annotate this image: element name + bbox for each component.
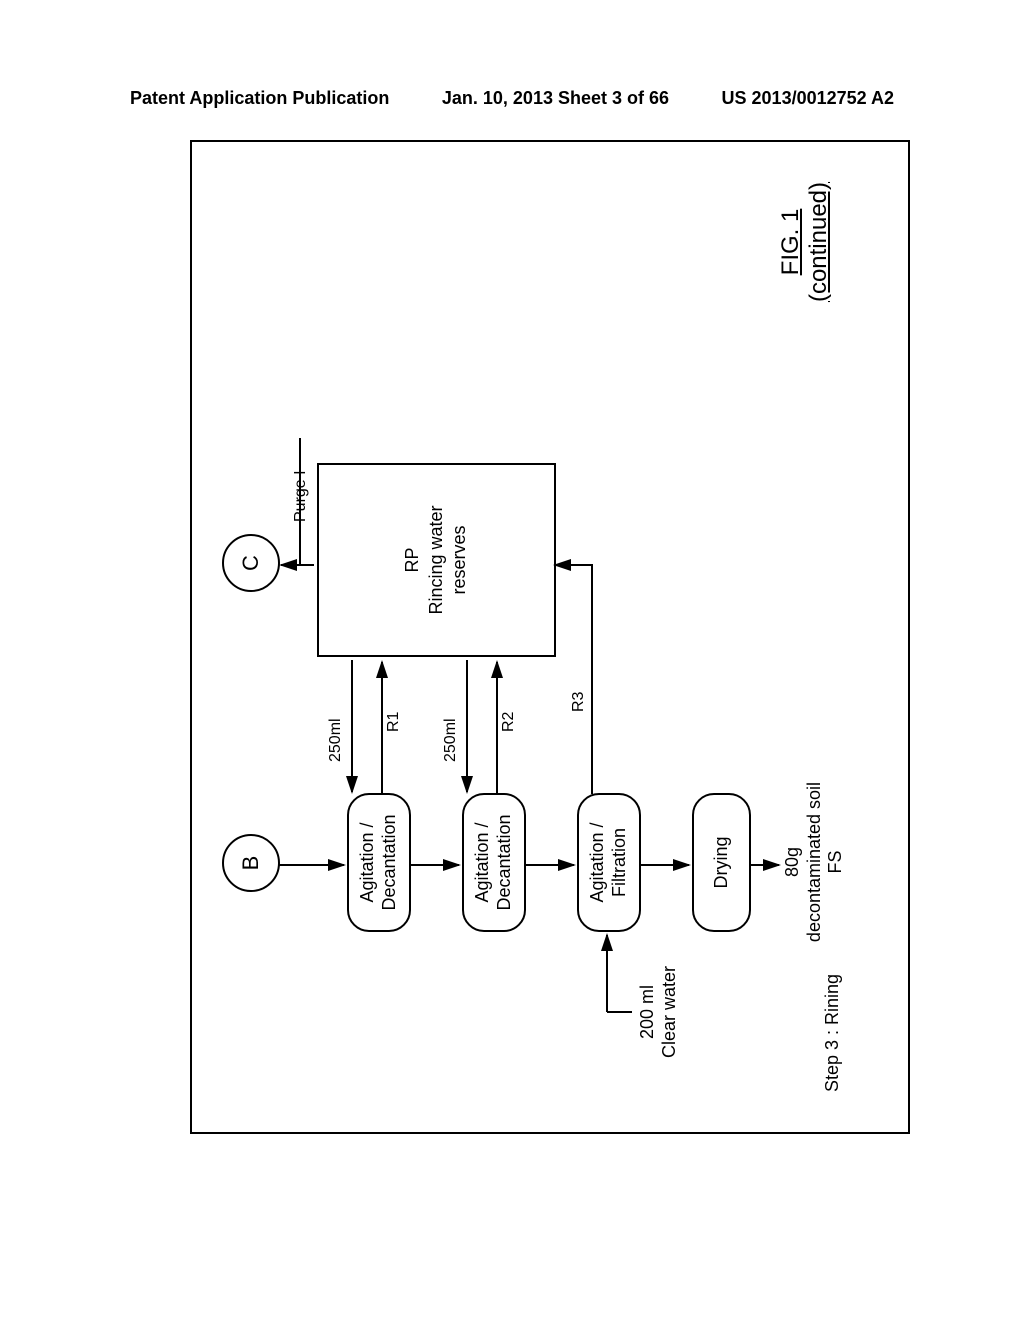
vol1-label: 250ml <box>327 718 345 762</box>
node-b-label: B <box>238 856 264 871</box>
purge-label: Purge I <box>292 470 310 522</box>
diagram-content: B C Purge I Agitation / Decantation Agit… <box>192 142 908 1132</box>
diagram-frame: B C Purge I Agitation / Decantation Agit… <box>190 140 910 1134</box>
fig-label: FIG. 1 (continued) <box>777 172 833 312</box>
r3-label: R3 <box>570 692 588 712</box>
page-header: Patent Application Publication Jan. 10, … <box>0 88 1024 109</box>
node-c-label: C <box>238 555 264 571</box>
r2-label: R2 <box>500 712 518 732</box>
node-b: B <box>222 834 280 892</box>
clear-water-label: 200 ml Clear water <box>637 952 680 1072</box>
header-left: Patent Application Publication <box>130 88 389 109</box>
r1-label: R1 <box>385 712 403 732</box>
output-label: 80g decontaminated soil FS <box>782 767 847 957</box>
step-label: Step 3 : Rining <box>822 974 844 1092</box>
box-agitation-1: Agitation / Decantation <box>347 793 411 932</box>
header-center: Jan. 10, 2013 Sheet 3 of 66 <box>442 88 669 109</box>
reserve-box: RP Rincing water reserves <box>317 463 556 657</box>
box-filtration: Agitation / Filtration <box>577 793 641 932</box>
vol2-label: 250ml <box>442 718 460 762</box>
header-right: US 2013/0012752 A2 <box>722 88 894 109</box>
box-agitation-2: Agitation / Decantation <box>462 793 526 932</box>
node-c: C <box>222 534 280 592</box>
box-drying: Drying <box>692 793 751 932</box>
